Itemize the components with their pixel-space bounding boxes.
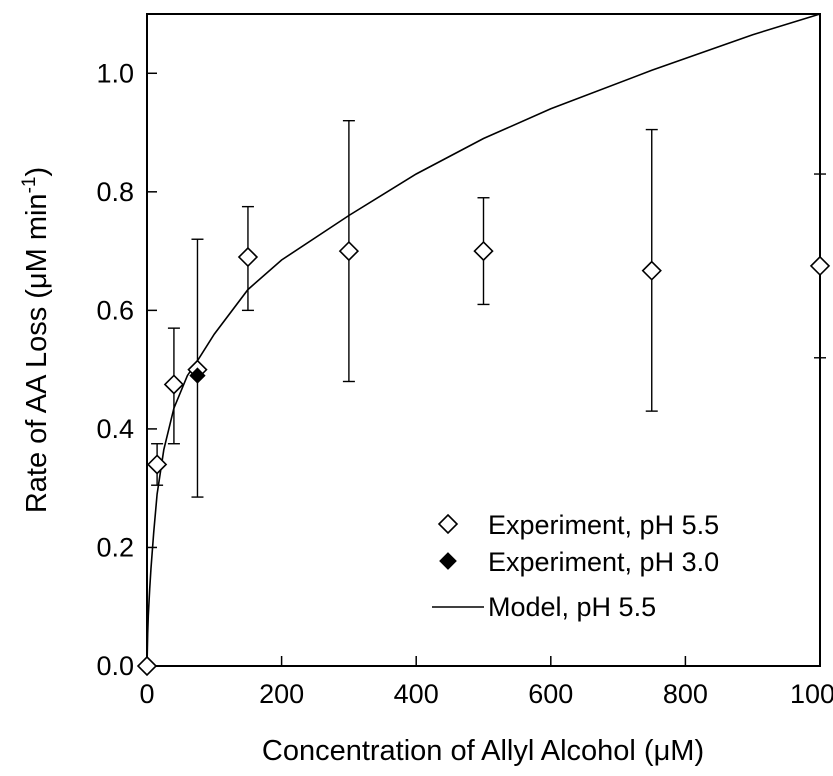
- x-tick-label: 0: [139, 679, 154, 709]
- data-point-ph55: [473, 240, 494, 262]
- x-tick-label: 600: [528, 679, 573, 709]
- legend-item-model: Model, pH 5.5: [432, 592, 656, 622]
- x-tick-label: 400: [394, 679, 439, 709]
- legend-item-exp-ph55: Experiment, pH 5.5: [437, 510, 719, 540]
- legend-label-exp-ph55: Experiment, pH 5.5: [488, 510, 719, 540]
- x-tick-label: 200: [259, 679, 304, 709]
- y-axis-title: Rate of AA Loss (μM min-1): [19, 167, 53, 513]
- legend-label-exp-ph30: Experiment, pH 3.0: [488, 547, 719, 577]
- y-tick-label: 1.0: [96, 58, 134, 88]
- y-tick-label: 0.8: [96, 177, 134, 207]
- y-axis-title-superscript: -1: [19, 177, 40, 194]
- data-point-ph55: [146, 454, 168, 475]
- data-point-ph55: [163, 374, 185, 395]
- y-axis-title-main: Rate of AA Loss (μM min: [21, 193, 53, 513]
- legend: Experiment, pH 5.5 Experiment, pH 3.0 Mo…: [432, 510, 719, 622]
- data-point-ph55: [237, 246, 259, 268]
- legend-label-model: Model, pH 5.5: [488, 592, 656, 622]
- data-point-ph30: [189, 367, 206, 384]
- x-tick-label: 800: [663, 679, 708, 709]
- data-point-ph55: [809, 255, 831, 277]
- y-tick-label: 0.4: [96, 414, 134, 444]
- data-point-ph55: [136, 655, 158, 677]
- y-tick-label: 0.2: [96, 532, 134, 562]
- data-point-ph55: [338, 240, 360, 262]
- legend-item-exp-ph30: Experiment, pH 3.0: [439, 547, 719, 577]
- y-tick-label: 0.0: [96, 651, 134, 681]
- error-bars: [151, 119, 826, 498]
- data-point-ph55: [641, 260, 662, 281]
- data-markers: [136, 240, 831, 677]
- y-axis: 0.0 0.2 0.4 0.6 0.8 1.0: [96, 58, 157, 681]
- legend-filled-diamond-icon: [439, 552, 457, 570]
- legend-open-diamond-icon: [437, 513, 459, 535]
- y-tick-label: 0.6: [96, 295, 134, 325]
- x-axis-title: Concentration of Allyl Alcohol (μM): [262, 735, 704, 767]
- y-axis-title-close: ): [21, 167, 53, 177]
